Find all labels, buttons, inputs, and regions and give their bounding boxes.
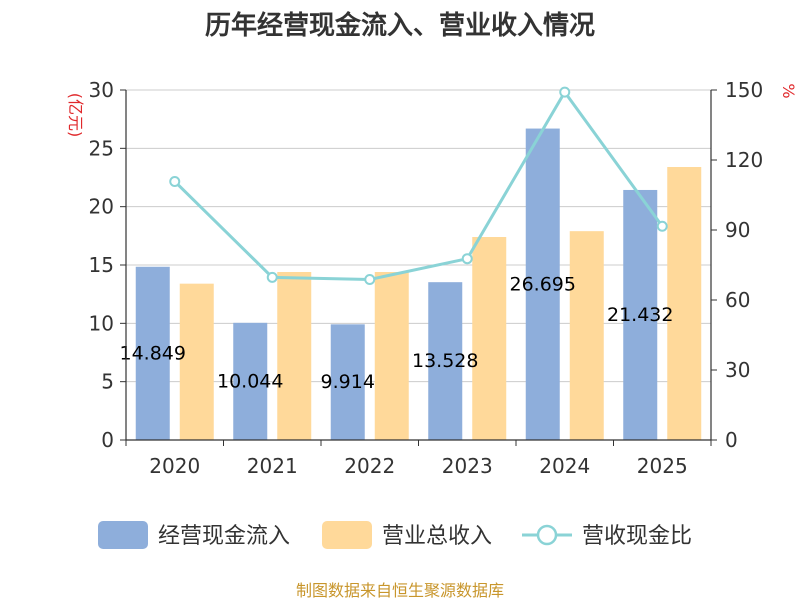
bar-0-2021 [233, 322, 268, 440]
legend-swatch-0 [98, 521, 148, 549]
bars [135, 128, 702, 440]
bar-0-2025 [623, 189, 658, 440]
legend: 经营现金流入 营业总收入 营收现金比 [98, 521, 692, 549]
bar-1-2021 [277, 272, 312, 440]
grid-lines [126, 89, 711, 383]
legend-marker-2 [536, 524, 558, 546]
bar-labels: 14.849 10.044 9.914 13.528 26.695 21.432 [120, 273, 674, 393]
x-tick-label-1: 2021 [247, 454, 298, 478]
left-tick-label-1: 5 [101, 370, 114, 394]
x-tick-label-3: 2023 [442, 454, 493, 478]
right-tick-label-3: 90 [725, 218, 750, 242]
bar-label-2024: 26.695 [510, 273, 576, 295]
ratio-line [169, 86, 668, 285]
right-tick-label-5: 150 [725, 78, 763, 102]
right-tick-label-1: 30 [725, 358, 750, 382]
bar-label-2025: 21.432 [607, 304, 673, 326]
bar-1-2020 [179, 283, 214, 440]
line-point-2022 [364, 273, 376, 285]
bar-0-2020 [135, 266, 170, 440]
line-point-2023 [461, 253, 473, 265]
right-tick-label-4: 120 [725, 148, 763, 172]
line-point-2020 [169, 175, 181, 187]
x-tick-label-4: 2024 [539, 454, 590, 478]
bar-0-2023 [428, 282, 463, 440]
bar-1-2024 [569, 231, 604, 440]
bar-label-2020: 14.849 [120, 342, 186, 364]
left-tick-label-5: 25 [89, 136, 114, 160]
bar-0-2022 [330, 324, 365, 440]
legend-label-0: 经营现金流入 [158, 524, 290, 549]
source-note: 制图数据来自恒生聚源数据库 [296, 581, 504, 600]
left-tick-label-3: 15 [89, 253, 114, 277]
bar-1-2025 [667, 167, 702, 440]
x-tick-label-5: 2025 [637, 454, 688, 478]
left-tick-label-2: 10 [89, 311, 114, 335]
legend-label-2: 营收现金比 [582, 524, 692, 549]
right-tick-label-0: 0 [725, 428, 738, 452]
line-series-0 [173, 89, 664, 281]
line-point-2021 [266, 271, 278, 283]
line-point-2025 [656, 220, 668, 232]
left-tick-label-0: 0 [101, 428, 114, 452]
left-tick-label-6: 30 [89, 78, 114, 102]
bar-label-2023: 13.528 [412, 350, 478, 372]
left-axis-unit: (亿元) [66, 93, 85, 138]
bar-1-2023 [472, 237, 507, 440]
legend-swatch-1 [322, 521, 372, 549]
bar-label-2022: 9.914 [321, 371, 375, 393]
bar-label-2021: 10.044 [217, 370, 283, 392]
line-point-2024 [559, 86, 571, 98]
chart-title: 历年经营现金流入、营业收入情况 [205, 10, 595, 41]
left-tick-label-4: 20 [89, 195, 114, 219]
bar-1-2022 [374, 272, 409, 440]
legend-label-1: 营业总收入 [382, 524, 492, 549]
x-tick-label-2: 2022 [344, 454, 395, 478]
x-tick-label-0: 2020 [149, 454, 200, 478]
bar-0-2024 [525, 128, 560, 440]
right-axis-unit: % [779, 83, 798, 98]
right-tick-label-2: 60 [725, 288, 750, 312]
